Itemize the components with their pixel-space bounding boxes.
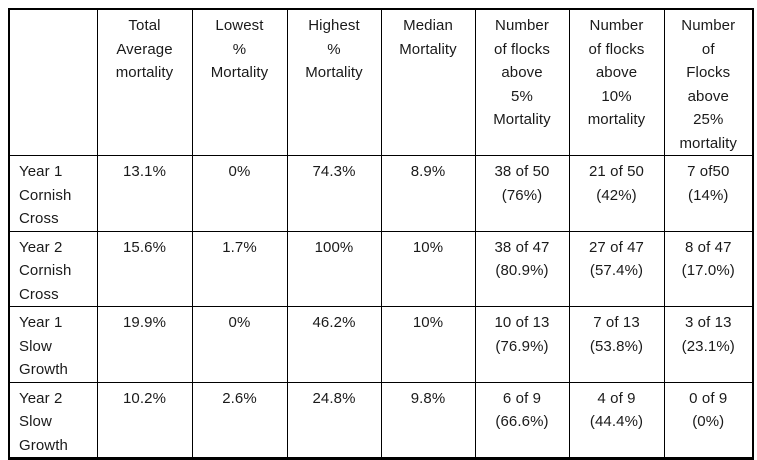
data-cell: 7 of 13 (53.8%) <box>568 306 665 383</box>
data-cell: 7 of50 (14%) <box>663 155 754 232</box>
data-cell: 38 of 47 (80.9%) <box>474 230 570 307</box>
data-cell: 100% <box>286 230 382 307</box>
data-cell: 24.8% <box>286 381 382 459</box>
table-row-year2-slow-growth: Year 2 Slow Growth 10.2% 2.6% 24.8% 9.8%… <box>8 381 754 459</box>
header-cell-median-mortality: Median Mortality <box>380 8 476 156</box>
data-cell: 0% <box>191 155 288 232</box>
header-cell-flocks-above-5pct: Number of flocks above 5% Mortality <box>474 8 570 156</box>
header-cell-flocks-above-10pct: Number of flocks above 10% mortality <box>568 8 665 156</box>
data-cell: 9.8% <box>380 381 476 459</box>
data-cell: 2.6% <box>191 381 288 459</box>
data-cell: 6 of 9 (66.6%) <box>474 381 570 459</box>
row-label: Year 1 Slow Growth <box>8 306 98 383</box>
row-label: Year 2 Slow Growth <box>8 381 98 459</box>
mortality-table: Total Average mortality Lowest % Mortali… <box>8 8 754 460</box>
table-header-row: Total Average mortality Lowest % Mortali… <box>8 8 754 156</box>
row-label: Year 2 Cornish Cross <box>8 230 98 307</box>
page: Total Average mortality Lowest % Mortali… <box>8 8 754 460</box>
data-cell: 3 of 13 (23.1%) <box>663 306 754 383</box>
data-cell: 1.7% <box>191 230 288 307</box>
corner-cell <box>8 8 98 156</box>
header-cell-total-average-mortality: Total Average mortality <box>96 8 193 156</box>
data-cell: 27 of 47 (57.4%) <box>568 230 665 307</box>
table-row-year2-cornish-cross: Year 2 Cornish Cross 15.6% 1.7% 100% 10%… <box>8 230 754 307</box>
data-cell: 0 of 9 (0%) <box>663 381 754 459</box>
data-cell: 15.6% <box>96 230 193 307</box>
header-cell-highest-mortality: Highest % Mortality <box>286 8 382 156</box>
data-cell: 10 of 13 (76.9%) <box>474 306 570 383</box>
data-cell: 8.9% <box>380 155 476 232</box>
data-cell: 46.2% <box>286 306 382 383</box>
data-cell: 10% <box>380 306 476 383</box>
data-cell: 4 of 9 (44.4%) <box>568 381 665 459</box>
data-cell: 10.2% <box>96 381 193 459</box>
data-cell: 38 of 50 (76%) <box>474 155 570 232</box>
header-cell-lowest-mortality: Lowest % Mortality <box>191 8 288 156</box>
data-cell: 74.3% <box>286 155 382 232</box>
header-cell-flocks-above-25pct: Number of Flocks above 25% mortality <box>663 8 754 156</box>
data-cell: 8 of 47 (17.0%) <box>663 230 754 307</box>
table-row-year1-cornish-cross: Year 1 Cornish Cross 13.1% 0% 74.3% 8.9%… <box>8 155 754 232</box>
data-cell: 10% <box>380 230 476 307</box>
data-cell: 13.1% <box>96 155 193 232</box>
table-row-year1-slow-growth: Year 1 Slow Growth 19.9% 0% 46.2% 10% 10… <box>8 306 754 383</box>
data-cell: 19.9% <box>96 306 193 383</box>
data-cell: 0% <box>191 306 288 383</box>
row-label: Year 1 Cornish Cross <box>8 155 98 232</box>
data-cell: 21 of 50 (42%) <box>568 155 665 232</box>
